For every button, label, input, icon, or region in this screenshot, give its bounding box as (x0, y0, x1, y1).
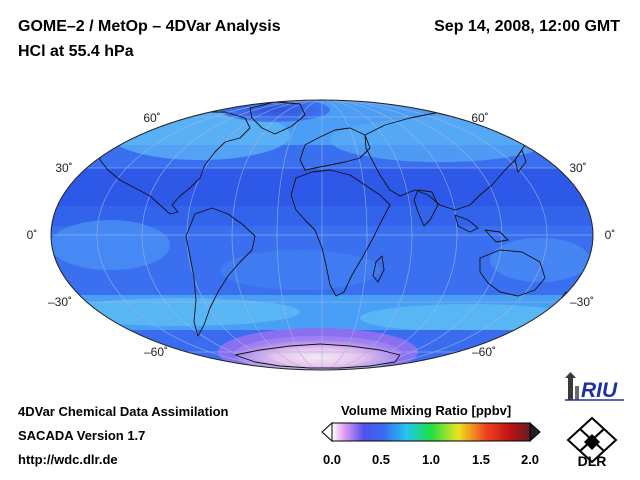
lat-label-n30-left: 30˚ (55, 161, 72, 175)
colorbar-tick-3: 1.5 (471, 452, 491, 467)
footer-line-1: 4DVar Chemical Data Assimilation (18, 404, 229, 419)
globe-outline (50, 99, 594, 371)
riu-logo: RIU (565, 372, 624, 402)
footer-line-2: SACADA Version 1.7 (18, 428, 146, 443)
colorbar-tick-1: 0.5 (371, 452, 391, 467)
colorbar-tick-0: 0.0 (322, 452, 342, 467)
lat-label-eq-right: 0˚ (605, 228, 616, 242)
map-title: GOME–2 / MetOp – 4DVar Analysis (18, 18, 281, 35)
riu-logo-text: RIU (581, 379, 618, 402)
map-subtitle: HCl at 55.4 hPa (18, 43, 134, 60)
dlr-logo: DLR (566, 416, 618, 468)
lat-label-s30-left: –30˚ (48, 295, 72, 309)
map-datetime: Sep 14, 2008, 12:00 GMT (434, 18, 620, 35)
world-map: 60˚ 60˚ 30˚ 30˚ 0˚ 0˚ –30˚ –30˚ –60˚ –60… (27, 99, 616, 371)
colorbar-gradient (331, 422, 531, 442)
dlr-logo-text: DLR (578, 453, 607, 468)
lat-label-s60-right: –60˚ (472, 345, 496, 359)
lat-label-n30-right: 30˚ (569, 161, 586, 175)
lat-label-eq-left: 0˚ (27, 228, 38, 242)
lat-label-n60-right: 60˚ (471, 111, 488, 125)
lat-label-s30-right: –30˚ (570, 295, 594, 309)
lat-label-n60-left: 60˚ (143, 111, 160, 125)
colorbar-tick-2: 1.0 (421, 452, 441, 467)
colorbar (321, 421, 541, 443)
colorbar-tick-4: 2.0 (520, 452, 540, 467)
lat-label-s60-left: –60˚ (144, 345, 168, 359)
footer-line-3: http://wdc.dlr.de (18, 452, 118, 467)
colorbar-title: Volume Mixing Ratio [ppbv] (341, 403, 512, 418)
coastlines (99, 101, 571, 369)
field-layer (51, 100, 593, 370)
colorbar-max-arrow (529, 421, 541, 443)
colorbar-min-arrow (321, 421, 333, 443)
